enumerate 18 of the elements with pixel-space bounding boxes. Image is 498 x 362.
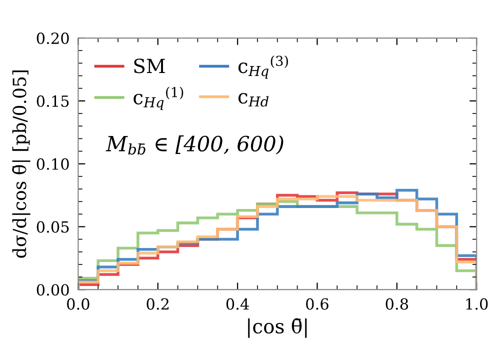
x-tick-label: 0.4 — [226, 298, 249, 310]
y-axis-title: dσ/d|cos θ̄| [pb/0.05] — [12, 70, 30, 258]
x-tick-label: 0.8 — [386, 298, 408, 310]
legend-label: SM — [134, 58, 165, 74]
legend-label: c$_{Hq}$$^{(1)}$ — [134, 86, 184, 110]
x-axis-title: |cos θ̄| — [248, 318, 307, 338]
legend-label: c$_{Hd}$ — [238, 93, 269, 107]
legend-label: c$_{Hq}$$^{(3)}$ — [238, 56, 288, 79]
annotation: M$_{bb̄}$ ∈ [400, 600) — [106, 135, 284, 155]
y-tick-label: 0.00 — [36, 284, 69, 296]
x-tick-label: 1.0 — [466, 298, 488, 310]
y-tick-label: 0.05 — [36, 221, 69, 233]
y-tick-label: 0.15 — [36, 95, 69, 107]
x-tick-label: 0.0 — [67, 298, 90, 310]
x-tick-label: 0.2 — [146, 298, 169, 310]
y-tick-label: 0.20 — [36, 32, 69, 44]
y-tick-label: 0.10 — [36, 158, 69, 170]
x-tick-label: 0.6 — [306, 298, 328, 310]
